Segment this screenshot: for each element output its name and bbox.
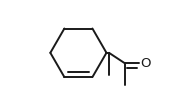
Text: O: O [140, 57, 151, 70]
